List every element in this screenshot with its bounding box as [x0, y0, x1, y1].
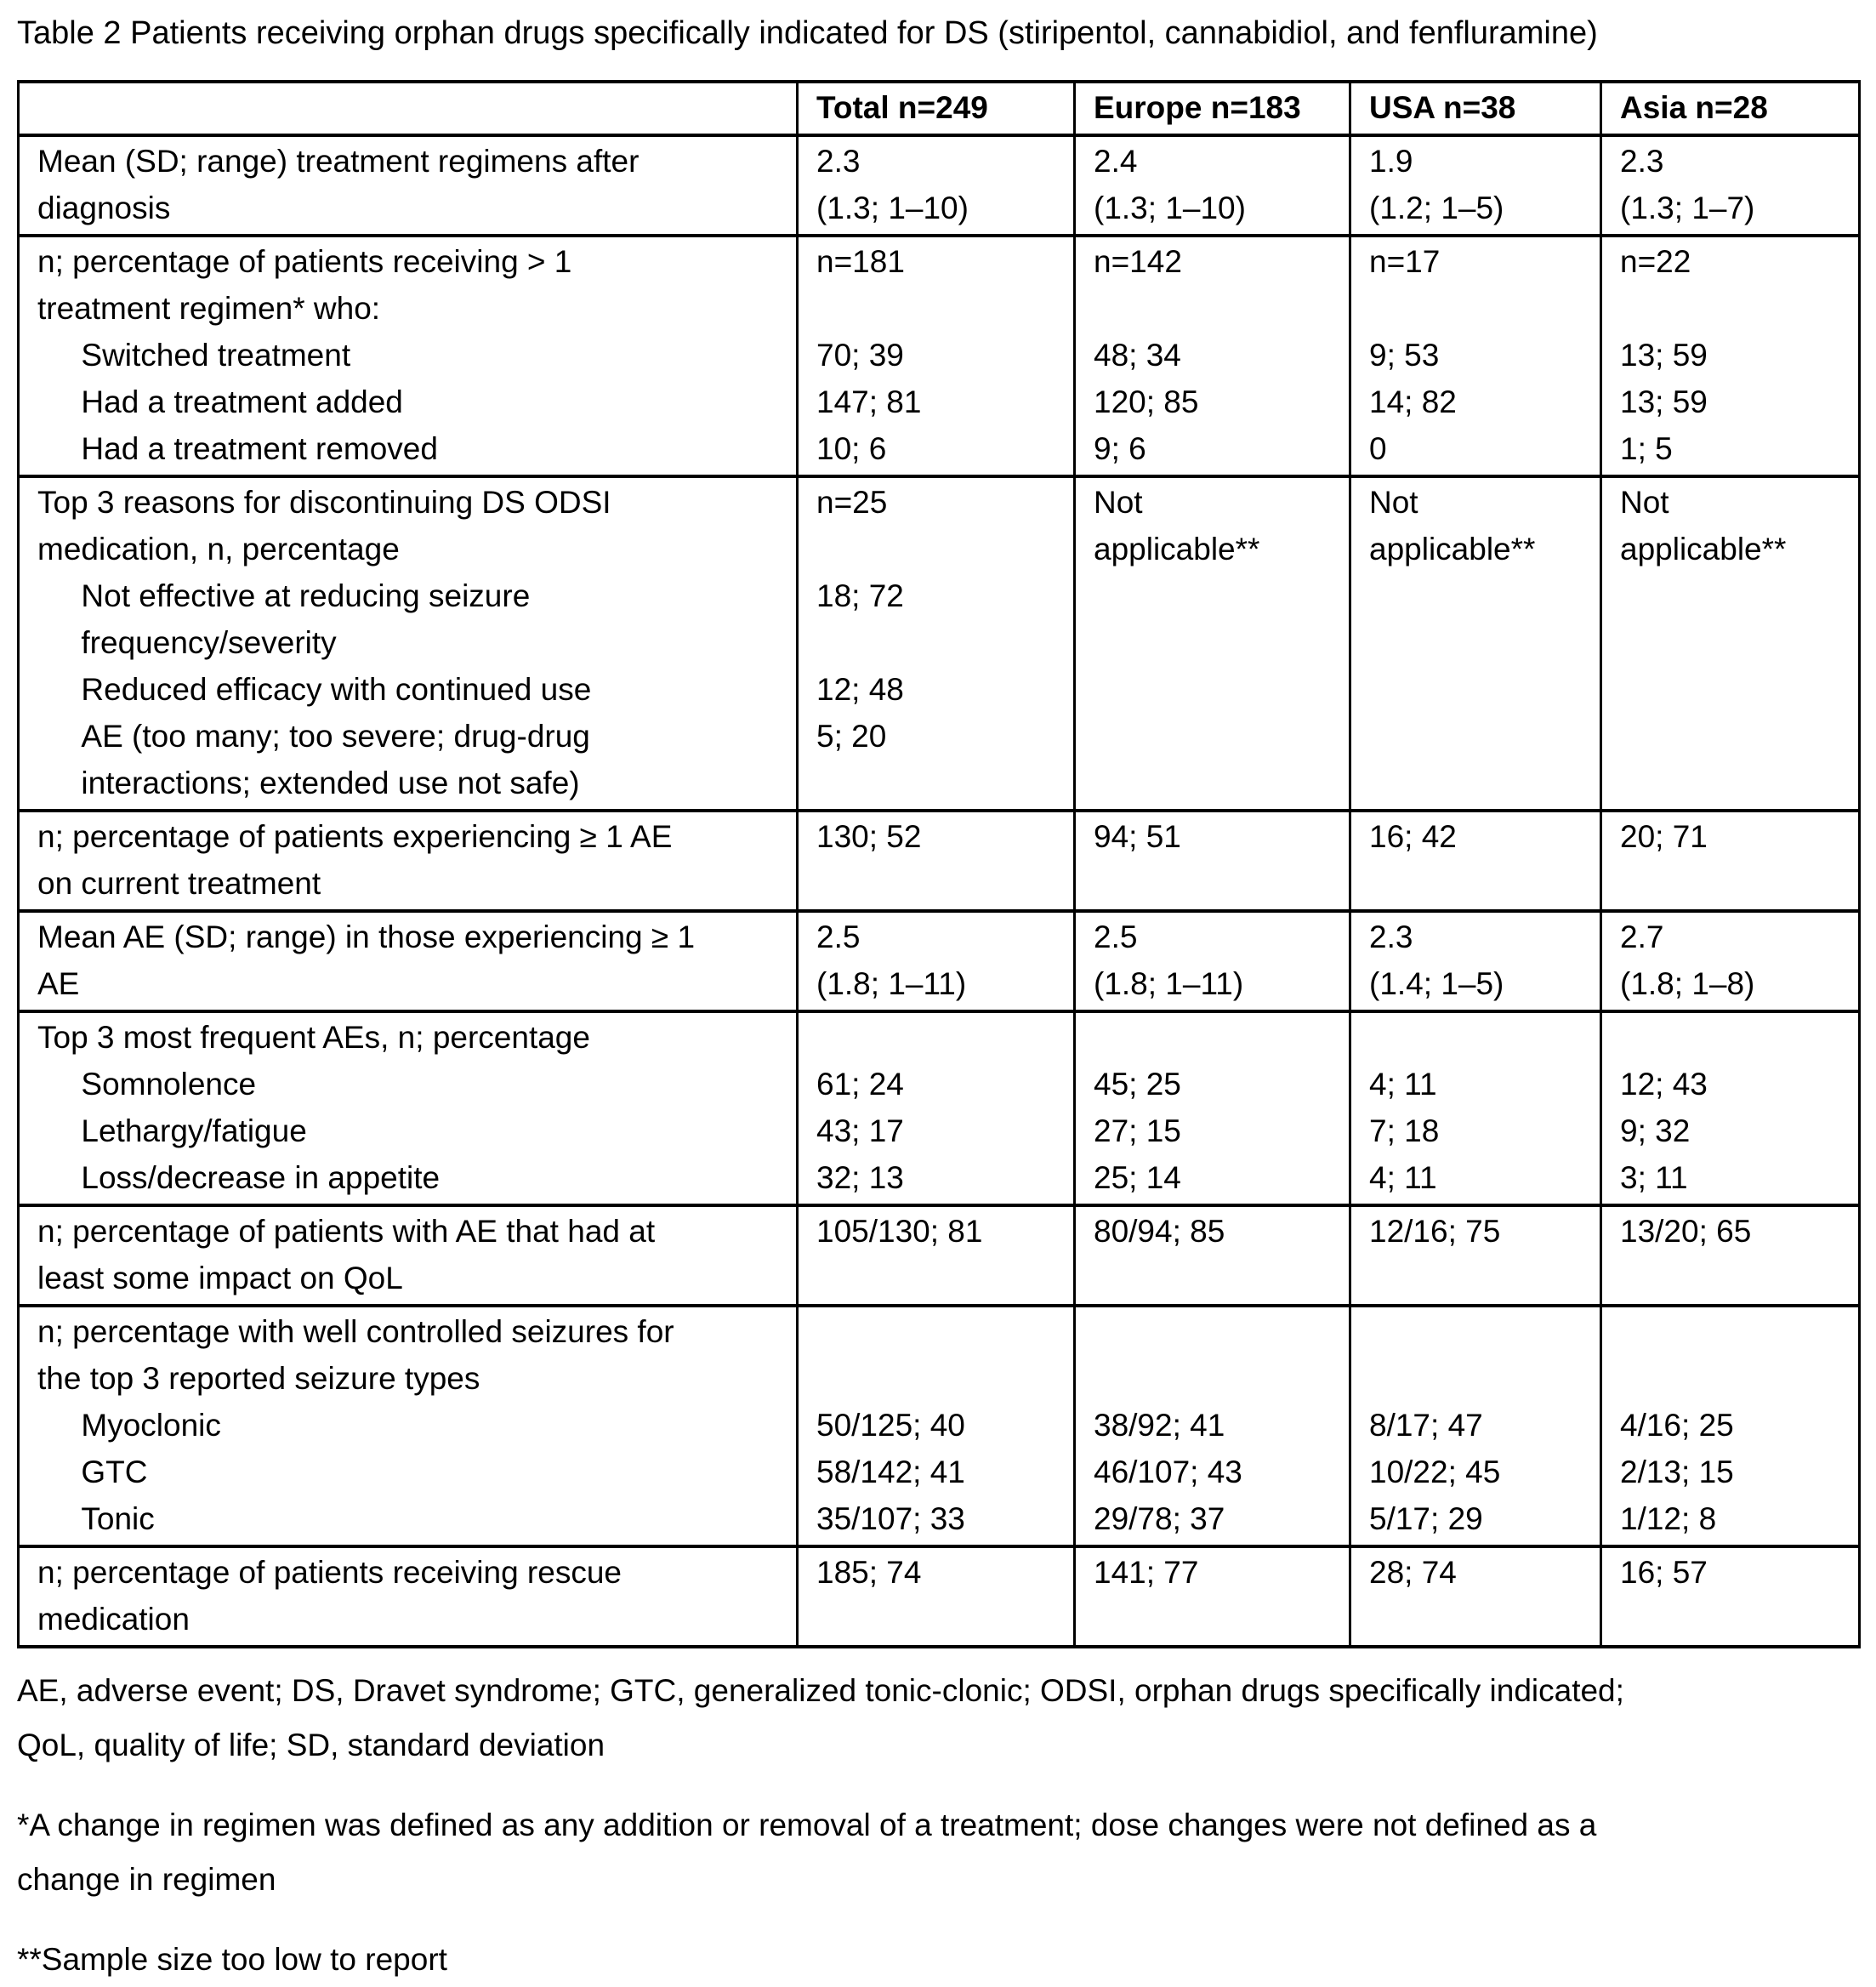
value-cell-total: 2.5 (1.8; 1–11) — [796, 909, 1076, 1013]
value-cell-usa: 4; 11 7; 18 4; 11 — [1349, 1010, 1602, 1207]
value-cell-asia: n=22 13; 59 13; 59 1; 5 — [1600, 234, 1861, 478]
value-cell-usa: 1.9 (1.2; 1–5) — [1349, 134, 1602, 237]
value-cell-europe: 94; 51 — [1073, 809, 1351, 913]
value-cell-europe: 141; 77 — [1073, 1545, 1351, 1648]
row-label-cell: Mean AE (SD; range) in those experiencin… — [17, 909, 799, 1013]
single-asterisk-note: *A change in regimen was defined as any … — [17, 1808, 1597, 1897]
value-cell-usa: n=17 9; 53 14; 82 0 — [1349, 234, 1602, 478]
column-header-blank — [17, 80, 799, 137]
column-header-europe: Europe n=183 — [1073, 80, 1351, 137]
value-cell-asia: 12; 43 9; 32 3; 11 — [1600, 1010, 1861, 1207]
column-header-usa: USA n=38 — [1349, 80, 1602, 137]
value-cell-asia: 4/16; 25 2/13; 15 1/12; 8 — [1600, 1304, 1861, 1548]
row-label-cell: n; percentage of patients receiving resc… — [17, 1545, 799, 1648]
value-cell-total: 50/125; 40 58/142; 41 35/107; 33 — [796, 1304, 1076, 1548]
abbreviations-note: AE, adverse event; DS, Dravet syndrome; … — [17, 1673, 1624, 1762]
row-label-cell: n; percentage with well controlled seizu… — [17, 1304, 799, 1548]
value-cell-usa: 28; 74 — [1349, 1545, 1602, 1648]
value-cell-europe: 2.4 (1.3; 1–10) — [1073, 134, 1351, 237]
value-cell-usa: 12/16; 75 — [1349, 1204, 1602, 1307]
table-row: n; percentage with well controlled seizu… — [17, 1304, 1861, 1548]
value-cell-europe: n=142 48; 34 120; 85 9; 6 — [1073, 234, 1351, 478]
row-label-cell: Mean (SD; range) treatment regimens afte… — [17, 134, 799, 237]
value-cell-total: n=181 70; 39 147; 81 10; 6 — [796, 234, 1076, 478]
value-cell-usa: 2.3 (1.4; 1–5) — [1349, 909, 1602, 1013]
value-cell-europe: 2.5 (1.8; 1–11) — [1073, 909, 1351, 1013]
row-label-cell: n; percentage of patients experiencing ≥… — [17, 809, 799, 913]
value-cell-total: 61; 24 43; 17 32; 13 — [796, 1010, 1076, 1207]
row-label-cell: Top 3 reasons for discontinuing DS ODSI … — [17, 475, 799, 812]
value-cell-asia: 2.7 (1.8; 1–8) — [1600, 909, 1861, 1013]
value-cell-asia: 13/20; 65 — [1600, 1204, 1861, 1307]
table-row: n; percentage of patients receiving > 1 … — [17, 234, 1861, 478]
value-cell-asia: Not applicable** — [1600, 475, 1861, 812]
value-cell-total: n=25 18; 72 12; 48 5; 20 — [796, 475, 1076, 812]
table-row: n; percentage of patients receiving resc… — [17, 1545, 1861, 1648]
value-cell-usa: 16; 42 — [1349, 809, 1602, 913]
value-cell-europe: Not applicable** — [1073, 475, 1351, 812]
value-cell-total: 130; 52 — [796, 809, 1076, 913]
table-row: n; percentage of patients with AE that h… — [17, 1204, 1861, 1307]
value-cell-usa: Not applicable** — [1349, 475, 1602, 812]
value-cell-total: 185; 74 — [796, 1545, 1076, 1648]
column-header-total: Total n=249 — [796, 80, 1076, 137]
table-row: Mean (SD; range) treatment regimens afte… — [17, 134, 1861, 237]
row-label-cell: n; percentage of patients with AE that h… — [17, 1204, 799, 1307]
table-row: Mean AE (SD; range) in those experiencin… — [17, 909, 1861, 1013]
value-cell-usa: 8/17; 47 10/22; 45 5/17; 29 — [1349, 1304, 1602, 1548]
value-cell-asia: 20; 71 — [1600, 809, 1861, 913]
value-cell-europe: 38/92; 41 46/107; 43 29/78; 37 — [1073, 1304, 1351, 1548]
footnotes: AE, adverse event; DS, Dravet syndrome; … — [17, 1664, 1859, 1987]
value-cell-asia: 2.3 (1.3; 1–7) — [1600, 134, 1861, 237]
page: Table 2 Patients receiving orphan drugs … — [17, 12, 1861, 1987]
value-cell-total: 105/130; 81 — [796, 1204, 1076, 1307]
row-label-cell: Top 3 most frequent AEs, n; percentage S… — [17, 1010, 799, 1207]
table-row: Top 3 most frequent AEs, n; percentage S… — [17, 1010, 1861, 1207]
header-row: Total n=249 Europe n=183 USA n=38 Asia n… — [17, 80, 1861, 137]
patients-table: Total n=249 Europe n=183 USA n=38 Asia n… — [17, 80, 1861, 1648]
table-row: Top 3 reasons for discontinuing DS ODSI … — [17, 475, 1861, 812]
value-cell-europe: 80/94; 85 — [1073, 1204, 1351, 1307]
value-cell-total: 2.3 (1.3; 1–10) — [796, 134, 1076, 237]
table-row: n; percentage of patients experiencing ≥… — [17, 809, 1861, 913]
value-cell-europe: 45; 25 27; 15 25; 14 — [1073, 1010, 1351, 1207]
row-label-cell: n; percentage of patients receiving > 1 … — [17, 234, 799, 478]
table-title: Table 2 Patients receiving orphan drugs … — [17, 15, 1598, 51]
value-cell-asia: 16; 57 — [1600, 1545, 1861, 1648]
column-header-asia: Asia n=28 — [1600, 80, 1861, 137]
double-asterisk-note: **Sample size too low to report — [17, 1942, 447, 1977]
